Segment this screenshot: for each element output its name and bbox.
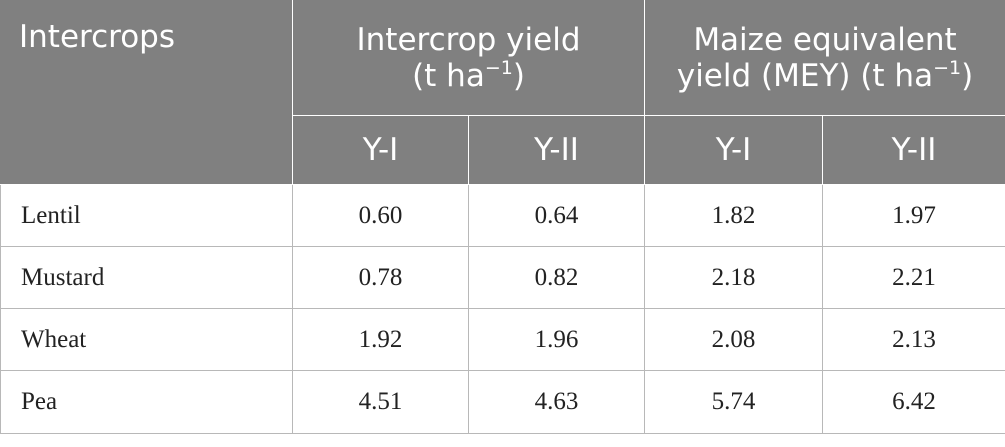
table-header: Intercrops Intercrop yield (t ha−1) Maiz… xyxy=(0,0,1005,185)
subheader-mey-y2: Y-II xyxy=(822,115,1005,185)
yield-table: Intercrops Intercrop yield (t ha−1) Maiz… xyxy=(0,0,1005,434)
table-row: Wheat 1.92 1.96 2.08 2.13 xyxy=(0,308,1005,371)
cell-crop: Lentil xyxy=(0,184,293,247)
header-intercrop-yield-unit: (t ha xyxy=(412,58,485,94)
cell-intercrop-yield-y2: 0.64 xyxy=(467,184,646,247)
header-mey-sup: −1 xyxy=(933,57,962,79)
header-intercrop-yield-sup: −1 xyxy=(484,57,513,79)
cell-mey-y2: 2.21 xyxy=(822,246,1005,309)
cell-mey-y2: 1.97 xyxy=(822,184,1005,247)
cell-intercrop-yield-y2: 4.63 xyxy=(467,370,646,434)
table-row: Lentil 0.60 0.64 1.82 1.97 xyxy=(0,184,1005,247)
table-row: Pea 4.51 4.63 5.74 6.42 xyxy=(0,370,1005,434)
cell-intercrop-yield-y2: 1.96 xyxy=(467,308,646,371)
cell-intercrop-yield-y1: 0.60 xyxy=(292,184,469,247)
header-intercrop-yield-line1: Intercrop yield xyxy=(356,22,581,58)
header-row-sub: Y-I Y-II Y-I Y-II xyxy=(1,115,1005,185)
cell-intercrop-yield-y2: 0.82 xyxy=(467,246,646,309)
header-maize-equivalent-yield: Maize equivalent yield (MEY) (t ha−1) xyxy=(644,0,1005,116)
header-intercrops: Intercrops xyxy=(0,0,293,185)
cell-crop: Mustard xyxy=(0,246,293,309)
header-mey-line1: Maize equivalent xyxy=(693,22,957,58)
subheader-iy-y1: Y-I xyxy=(292,115,469,185)
cell-mey-y1: 5.74 xyxy=(644,370,824,434)
table-body: Lentil 0.60 0.64 1.82 1.97 Mustard 0.78 … xyxy=(0,184,1005,434)
header-intercrop-yield-close: ) xyxy=(512,58,525,94)
subheader-iy-y2: Y-II xyxy=(467,115,646,185)
header-intercrop-yield: Intercrop yield (t ha−1) xyxy=(291,0,646,116)
cell-intercrop-yield-y1: 0.78 xyxy=(292,246,469,309)
cell-mey-y2: 2.13 xyxy=(822,308,1005,371)
cell-intercrop-yield-y1: 1.92 xyxy=(292,308,469,371)
cell-crop: Pea xyxy=(0,370,293,434)
cell-mey-y1: 1.82 xyxy=(644,184,824,247)
cell-mey-y1: 2.08 xyxy=(644,308,824,371)
cell-crop: Wheat xyxy=(0,308,293,371)
cell-intercrop-yield-y1: 4.51 xyxy=(292,370,469,434)
cell-mey-y2: 6.42 xyxy=(822,370,1005,434)
table-row: Mustard 0.78 0.82 2.18 2.21 xyxy=(0,246,1005,309)
cell-mey-y1: 2.18 xyxy=(644,246,824,309)
header-mey-close: ) xyxy=(961,58,974,94)
subheader-mey-y1: Y-I xyxy=(644,115,824,185)
header-mey-unit: yield (MEY) (t ha xyxy=(676,58,934,94)
header-row-main: Intercrops Intercrop yield (t ha−1) Maiz… xyxy=(0,0,1005,185)
